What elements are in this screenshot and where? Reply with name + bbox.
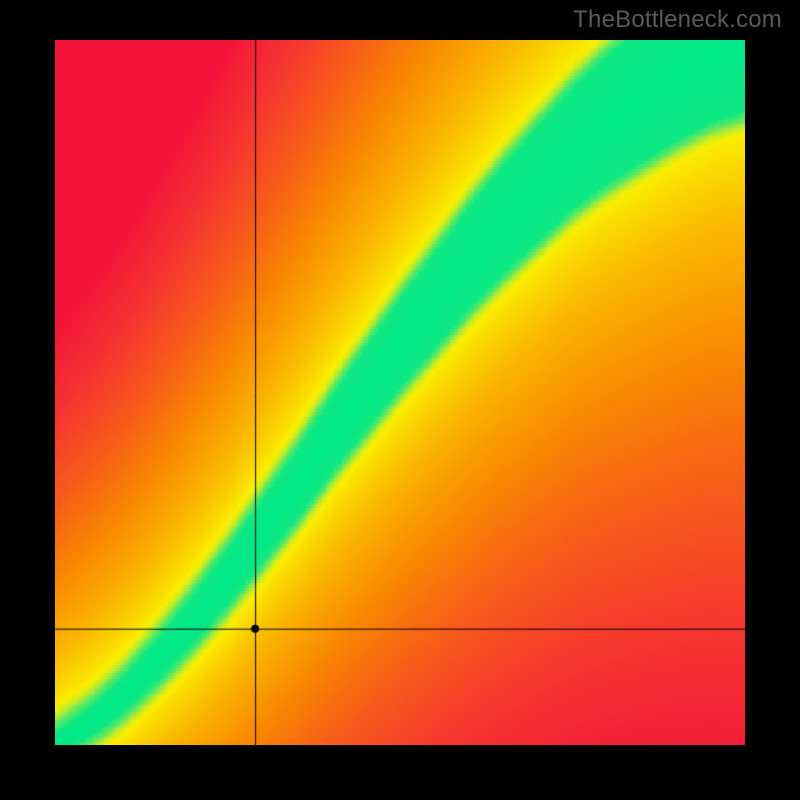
heatmap-canvas (55, 40, 745, 745)
watermark-text: TheBottleneck.com (573, 6, 782, 34)
bottleneck-heatmap (55, 40, 745, 745)
